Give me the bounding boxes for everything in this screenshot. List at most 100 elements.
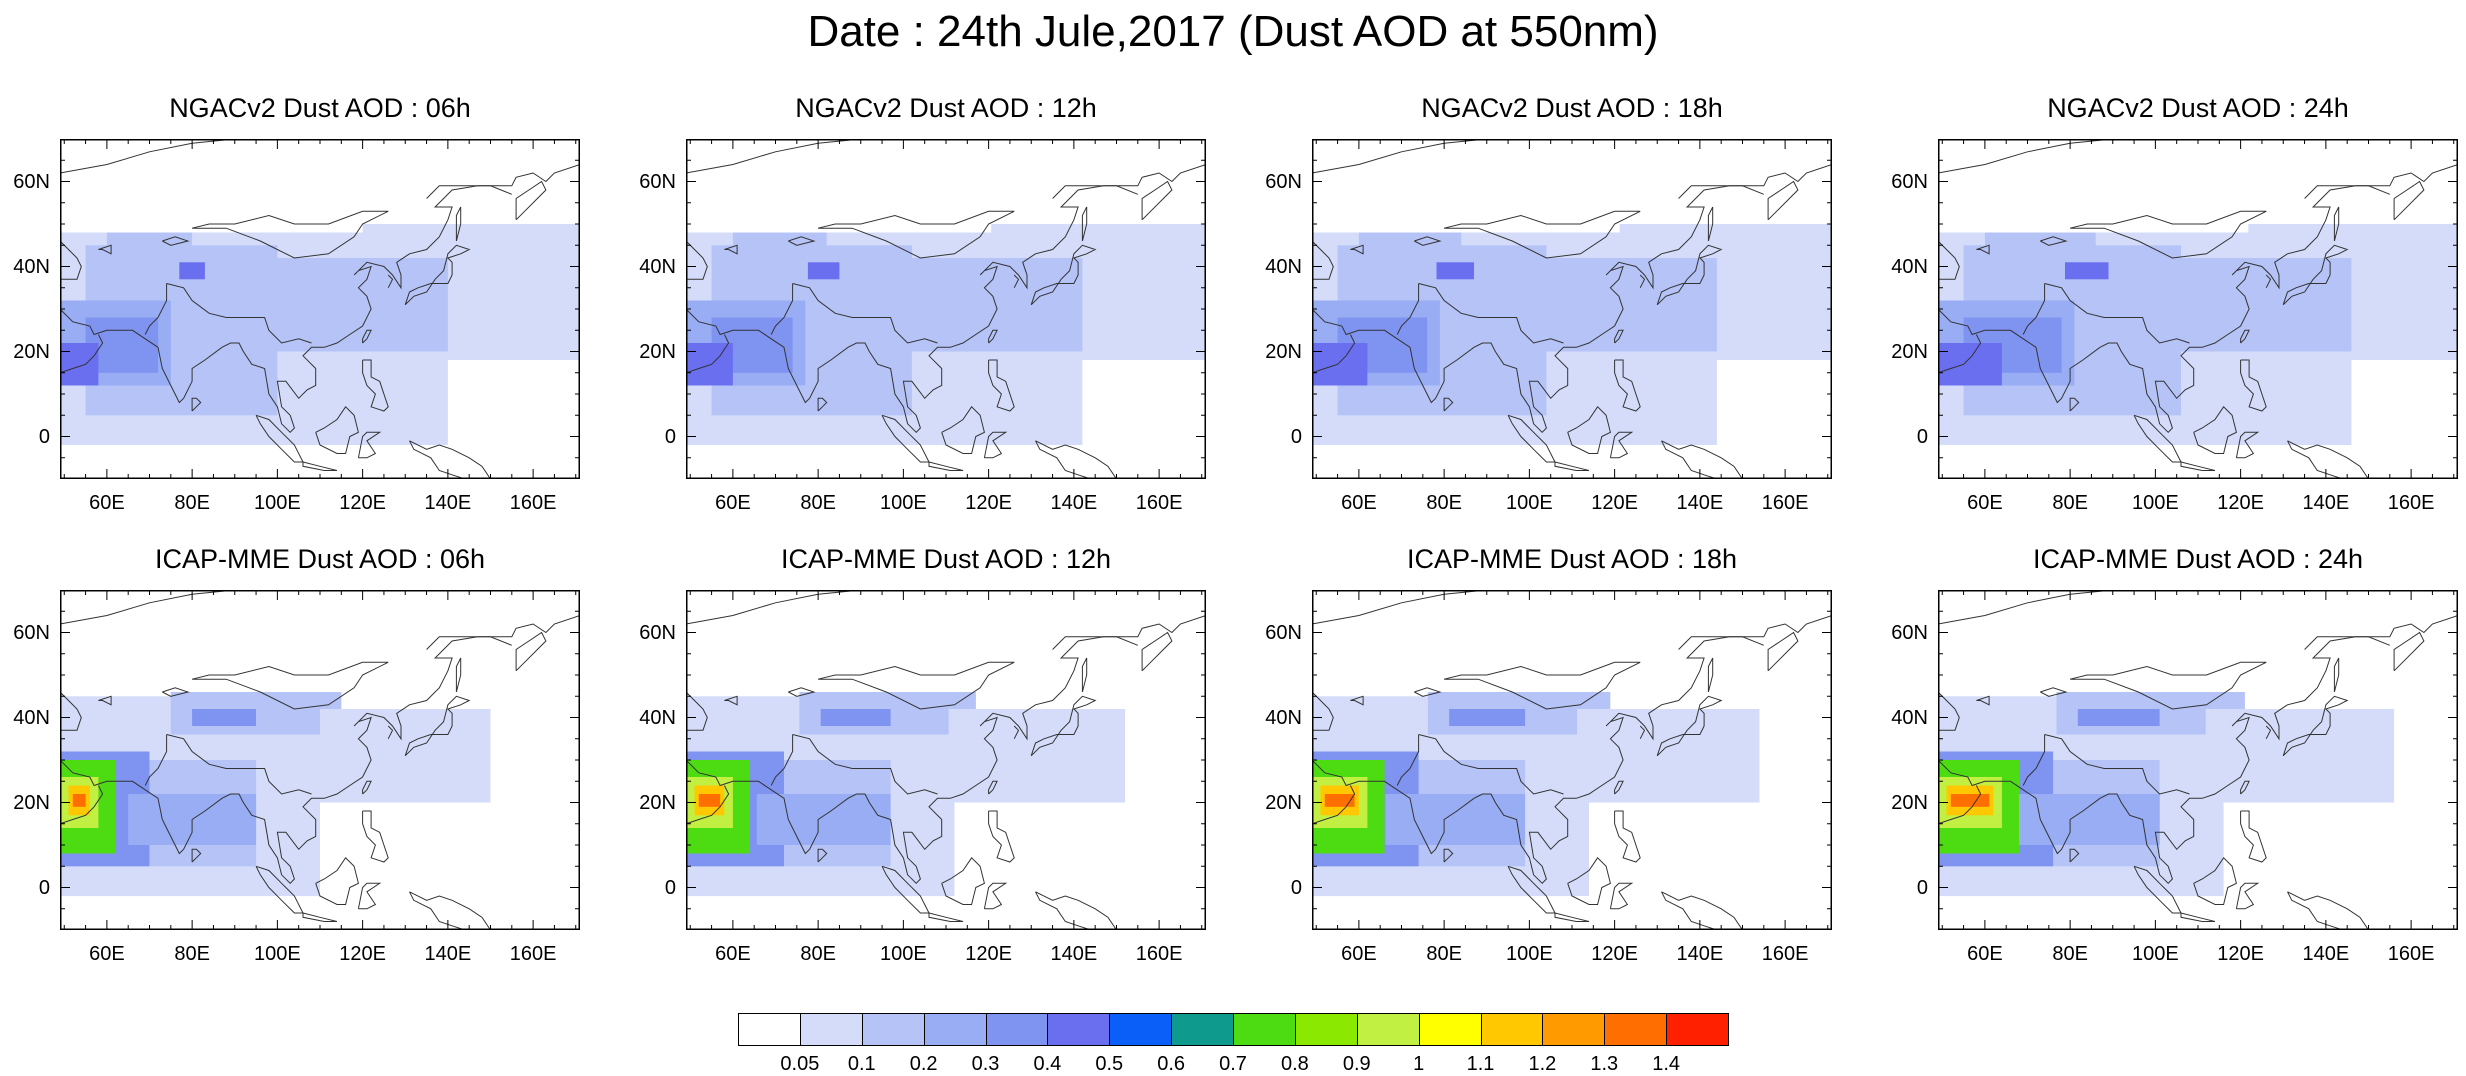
y-tick-label: 0 (664, 425, 676, 448)
panel-title: ICAP-MME Dust AOD : 12h (780, 544, 1112, 574)
coastline (191, 397, 202, 412)
x-tick-label: 100E (1506, 492, 1553, 514)
coastline (928, 912, 964, 922)
y-tick-label: 20N (1891, 340, 1928, 363)
colorbar-label: 1 (1413, 1053, 1425, 1075)
coastline (60, 164, 580, 434)
coastline (2240, 810, 2267, 863)
coastline (817, 210, 1015, 259)
coastline (302, 912, 338, 922)
map-plot-area: 60N 40N 20N 0 60E 80E 100E 120E 140E 160E (1891, 590, 2458, 965)
colorbar-swatch (799, 1013, 863, 1046)
coastline (426, 185, 512, 199)
colorbar-label: 0.6 (1157, 1053, 1186, 1075)
y-tick-label: 60N (639, 170, 676, 193)
panel-title: ICAP-MME Dust AOD : 06h (154, 544, 486, 574)
x-tick-label: 60E (1341, 943, 1377, 965)
coastline (1052, 185, 1138, 199)
aod-shading-cell (1449, 709, 1526, 726)
map-plot-area: 60N 40N 20N 0 60E 80E 100E 120E 140E 160E (1891, 139, 2458, 514)
coastline (1661, 440, 1744, 479)
coastline (1312, 615, 1832, 885)
coastline (409, 440, 492, 479)
dust-aod-map (60, 139, 580, 479)
aod-shading-cell (686, 343, 733, 386)
coastline (2022, 734, 2046, 786)
coastline (1639, 725, 1646, 740)
coastline (2265, 725, 2272, 740)
x-tick-label: 160E (1135, 943, 1183, 965)
coastline (1350, 244, 1364, 255)
coastline (1443, 848, 1454, 863)
colorbar-swatch (1109, 1013, 1173, 1046)
coastline (1312, 164, 1832, 434)
coastline (1938, 615, 2458, 885)
y-tick-label: 0 (1290, 425, 1302, 448)
coastline (1678, 636, 1764, 650)
x-tick-label: 80E (174, 492, 210, 514)
aod-shading-cell (807, 262, 840, 280)
coastline (2133, 865, 2182, 914)
coastline (817, 661, 1015, 710)
coastline (315, 857, 359, 905)
y-tick-label: 0 (38, 876, 50, 899)
coastline (409, 891, 492, 930)
panel-title: NGACv2 Dust AOD : 12h (795, 93, 1097, 123)
map-panel-icap-12: ICAP-MME Dust AOD : 12h 60N 40N 20N 0 60E 80E 1… (626, 543, 1266, 983)
map-panel-icap-24: ICAP-MME Dust AOD : 24h 60N 40N 20N 0 60E 80E 1… (1878, 543, 2466, 983)
colorbar-label: 0.9 (1342, 1053, 1371, 1075)
x-tick-label: 140E (1676, 943, 1724, 965)
coastline (455, 657, 462, 693)
coastline (1938, 691, 1960, 731)
coastline (686, 691, 708, 731)
coastline (357, 431, 382, 459)
coastline (191, 210, 389, 259)
map-plot-area: 60N 40N 20N 0 60E 80E 100E 120E 140E 160E (1265, 139, 1832, 514)
coastline (2044, 734, 2190, 795)
coastline (1938, 164, 2458, 434)
coastline (191, 661, 389, 710)
coastline (1443, 397, 1454, 412)
coastline (1414, 687, 1442, 697)
x-tick-label: 120E (2217, 492, 2264, 514)
coastline (788, 687, 816, 697)
x-tick-label: 140E (1676, 492, 1724, 514)
coastline (60, 334, 104, 374)
coastline (162, 236, 190, 246)
coastline (1567, 406, 1611, 454)
x-tick-label: 120E (2217, 943, 2264, 965)
x-tick-label: 140E (424, 943, 472, 965)
coastline (2069, 848, 2080, 863)
x-tick-label: 140E (1050, 492, 1098, 514)
coastline (1656, 695, 1723, 757)
coastline (2044, 283, 2190, 344)
map-plot-area: 60N 40N 20N 0 60E 80E 100E 120E 140E 160E (1265, 590, 1832, 965)
coastline (724, 244, 738, 255)
coastline (404, 244, 471, 306)
colorbar-label: 0.8 (1280, 1053, 1309, 1075)
aod-shading-cell (698, 794, 721, 807)
x-tick-label: 120E (1591, 943, 1638, 965)
coastline (144, 283, 168, 335)
map-plot-area: 60N 40N 20N 0 60E 80E 100E 120E 140E 160E (13, 590, 580, 965)
coastline (404, 695, 471, 757)
aod-shading-cell (1577, 709, 1760, 803)
aod-shading-cell (72, 794, 86, 807)
coastline (2240, 780, 2250, 795)
coastline (1443, 661, 1641, 710)
coastline (2265, 274, 2272, 289)
y-tick-label: 0 (664, 876, 676, 899)
coastline (686, 240, 708, 280)
y-tick-label: 40N (13, 255, 50, 278)
coastline (166, 283, 312, 344)
y-tick-label: 0 (1916, 425, 1928, 448)
coastline (1614, 329, 1624, 344)
coastline (1938, 139, 2113, 174)
aod-shading-cell (106, 232, 193, 258)
coastline (1976, 244, 1990, 255)
map-plot-area: 60N 40N 20N 0 60E 80E 100E 120E 140E 160E (639, 590, 1206, 965)
coastline (1013, 725, 1020, 740)
coastline (2180, 912, 2216, 922)
panel-title: ICAP-MME Dust AOD : 24h (2032, 544, 2364, 574)
colorbar-swatch (1171, 1013, 1234, 1046)
